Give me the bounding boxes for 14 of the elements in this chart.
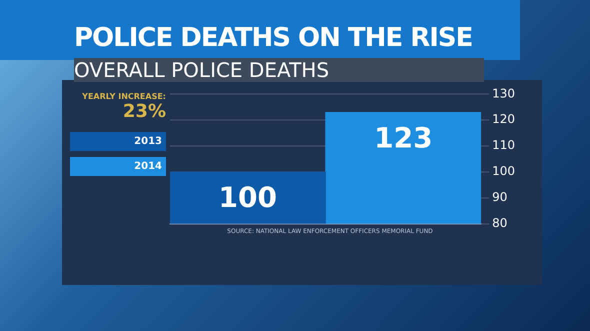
y-tick-label: 90 bbox=[492, 190, 508, 204]
chart-subtitle: OVERALL POLICE DEATHS bbox=[74, 58, 484, 82]
y-tick-label: 110 bbox=[492, 138, 515, 152]
chart-title: POLICE DEATHS ON THE RISE bbox=[74, 23, 472, 53]
data-label: 123 bbox=[374, 122, 433, 155]
text: 2013 bbox=[70, 132, 166, 151]
data-label: 100 bbox=[218, 181, 277, 214]
text: 23% bbox=[122, 101, 166, 122]
text: 2014 bbox=[70, 157, 166, 176]
y-tick-label: 80 bbox=[492, 216, 508, 230]
y-tick-label: 130 bbox=[492, 86, 515, 100]
text: YEARLY INCREASE: bbox=[81, 92, 166, 101]
y-tick-label: 100 bbox=[492, 164, 515, 178]
y-tick-label: 120 bbox=[492, 112, 515, 126]
